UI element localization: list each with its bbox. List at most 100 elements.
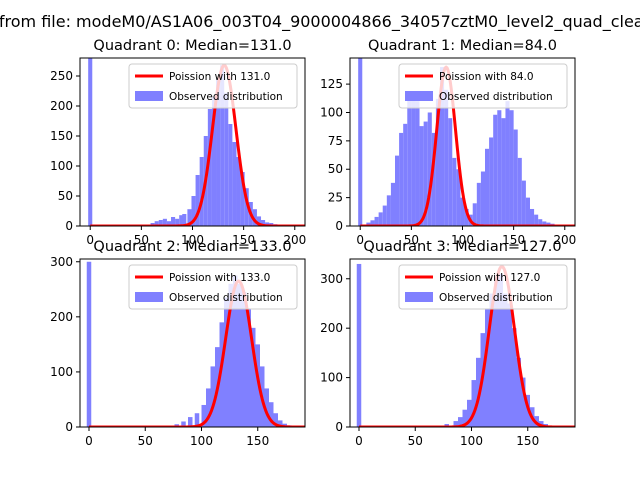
quadrant-1-ytick-label: 125 <box>320 77 343 91</box>
quadrant-1-hist-bar <box>546 222 551 226</box>
quadrant-2-hist-bar <box>210 366 215 427</box>
quadrant-3-legend-observed-label: Observed distribution <box>439 292 553 304</box>
quadrant-1-legend-observed-label: Observed distribution <box>439 91 553 103</box>
quadrant-0-hist-bar <box>252 209 257 226</box>
quadrant-1-hist-bar <box>423 121 428 226</box>
quadrant-1-hist-bar <box>399 132 404 226</box>
quadrant-1-hist-bar <box>390 182 395 226</box>
quadrant-2-legend-observed-swatch <box>135 292 163 302</box>
quadrant-3-plot-area <box>356 263 575 427</box>
quadrant-0-ytick-label: 200 <box>50 99 73 113</box>
quadrant-2-hist-bar <box>219 322 224 427</box>
quadrant-2-hist-bar <box>237 283 242 427</box>
quadrant-3-ytick-label: 100 <box>320 371 343 385</box>
quadrant-2-ytick-label: 0 <box>65 420 73 434</box>
quadrant-1-xtick-label: 150 <box>502 233 525 247</box>
quadrant-2-hist-bar <box>246 308 251 427</box>
quadrant-1-hist-bar <box>374 216 379 226</box>
quadrant-1-ytick-label: 50 <box>328 162 343 176</box>
quadrant-1-hist-bar <box>538 219 543 226</box>
quadrant-2-hist-bar <box>233 275 238 427</box>
quadrant-0-hist-bar <box>207 109 212 226</box>
quadrant-0-hist-bar <box>216 79 221 226</box>
quadrant-1-hist-bar <box>435 98 440 226</box>
quadrant-2-ytick-label: 200 <box>50 310 73 324</box>
quadrant-3-hist-bar <box>494 278 499 427</box>
quadrant-2-legend: Poission with 133.0 Observed distribution <box>128 264 298 310</box>
figure-title: Data from file: modeM0/AS1A06_003T04_900… <box>0 12 640 31</box>
quadrant-0-hist-bar <box>191 196 196 226</box>
quadrant-0-hist-bar <box>195 175 200 226</box>
quadrant-1-legend-poisson-label: Poission with 84.0 <box>439 71 534 83</box>
quadrant-0-xtick-label: 150 <box>232 233 255 247</box>
quadrant-0-legend-poisson-label: Poission with 131.0 <box>169 71 270 83</box>
quadrant-1-hist-bar <box>440 67 445 226</box>
quadrant-1-hist-bar <box>480 171 485 226</box>
quadrant-1-hist-bar <box>448 118 453 226</box>
quadrant-3-hist-bar <box>503 293 508 427</box>
quadrant-0-hist-bar <box>228 124 233 226</box>
quadrant-2-hist-bar <box>242 292 247 427</box>
quadrant-3-legend-observed-swatch <box>405 292 433 302</box>
quadrant-0-hist-bar <box>166 221 172 226</box>
quadrant-3-hist-bar <box>489 293 494 427</box>
quadrant-1-hist-bar <box>378 212 383 226</box>
quadrant-2-hist-bar <box>264 388 269 427</box>
quadrant-1-hist-bar <box>525 197 530 226</box>
quadrant-1-hist-bar <box>427 112 432 226</box>
quadrant-1-ytick-label: 25 <box>328 191 343 205</box>
quadrant-0-hist-bar <box>162 218 167 226</box>
quadrant-2-hist-bar <box>228 283 233 427</box>
quadrant-1-hist-bar <box>497 110 502 226</box>
quadrant-1-hist-bar <box>509 110 514 226</box>
quadrant-2-hist-bar <box>269 402 274 427</box>
quadrant-1-legend-box <box>398 63 568 109</box>
quadrant-1-hist-bar <box>530 208 535 226</box>
quadrant-3-panel: 0 50 100 150 0 100 200 300 Quadrant 3: Median=12… <box>320 239 576 448</box>
quadrant-3-axes-frame <box>349 258 576 428</box>
quadrant-2-hist-bar <box>251 327 256 427</box>
quadrant-2-plot-area <box>86 261 305 427</box>
quadrant-0-ytick-label: 150 <box>50 129 73 143</box>
quadrant-2-legend-poisson-label: Poission with 133.0 <box>169 272 270 284</box>
quadrant-2-hist-bar <box>224 297 229 427</box>
quadrant-3-legend-box <box>398 264 568 310</box>
quadrant-3-hist-bar <box>458 417 463 427</box>
quadrant-0-hist-bar <box>244 188 249 226</box>
quadrant-1-hist-bar <box>464 208 469 226</box>
quadrant-2-legend-observed-label: Observed distribution <box>169 292 283 304</box>
quadrant-0-hist-bar <box>232 142 237 226</box>
quadrant-1-hist-bar <box>411 92 416 226</box>
quadrant-0-plot-area <box>88 58 305 226</box>
quadrant-2-hist-bar <box>188 417 193 427</box>
quadrant-0-hist-bar <box>256 216 262 226</box>
quadrant-1-legend-observed-swatch <box>405 91 433 101</box>
quadrant-1-hist-bar <box>513 129 518 226</box>
quadrant-1-hist-bar <box>485 148 490 226</box>
quadrant-0-legend-box <box>128 63 298 109</box>
quadrant-0-xtick-label: 0 <box>86 233 94 247</box>
quadrant-1-hist-bar <box>456 169 461 226</box>
quadrant-0-hist-bar <box>265 222 270 226</box>
quadrant-1-hist-bar <box>358 58 363 226</box>
quadrant-3-xtick-label: 50 <box>408 434 423 448</box>
quadrant-0-hist-bar <box>88 58 93 226</box>
quadrant-1-hist-bar <box>431 132 436 226</box>
quadrant-3-legend-poisson-label: Poission with 127.0 <box>439 272 540 284</box>
quadrant-3-title: Quadrant 3: Median=127.0 <box>363 239 561 255</box>
quadrant-3-hist-bar <box>485 308 490 427</box>
quadrant-3-ytick-label: 0 <box>335 420 343 434</box>
quadrant-1-title: Quadrant 1: Median=84.0 <box>368 38 557 54</box>
quadrant-2-xtick-label: 50 <box>138 434 153 448</box>
quadrant-1-hist-bar <box>501 118 506 226</box>
quadrant-2-xtick-label: 0 <box>85 434 93 448</box>
quadrant-3-hist-bar <box>467 399 472 427</box>
quadrant-0-hist-bar <box>154 221 159 226</box>
quadrant-2-panel: 0 50 100 150 0 100 200 300 Quadrant 2: Median=13… <box>50 239 306 448</box>
quadrant-3-ytick-label: 300 <box>320 272 343 286</box>
quadrant-2-ytick-label: 300 <box>50 255 73 269</box>
quadrant-2-hist-bar <box>273 413 278 427</box>
quadrant-0-panel: 0 50 100 150 200 0 50 100 150 200 250 Quadrant 0: M… <box>50 38 306 247</box>
quadrant-1-hist-bar <box>542 221 547 226</box>
quadrant-2-legend-box <box>128 264 298 310</box>
